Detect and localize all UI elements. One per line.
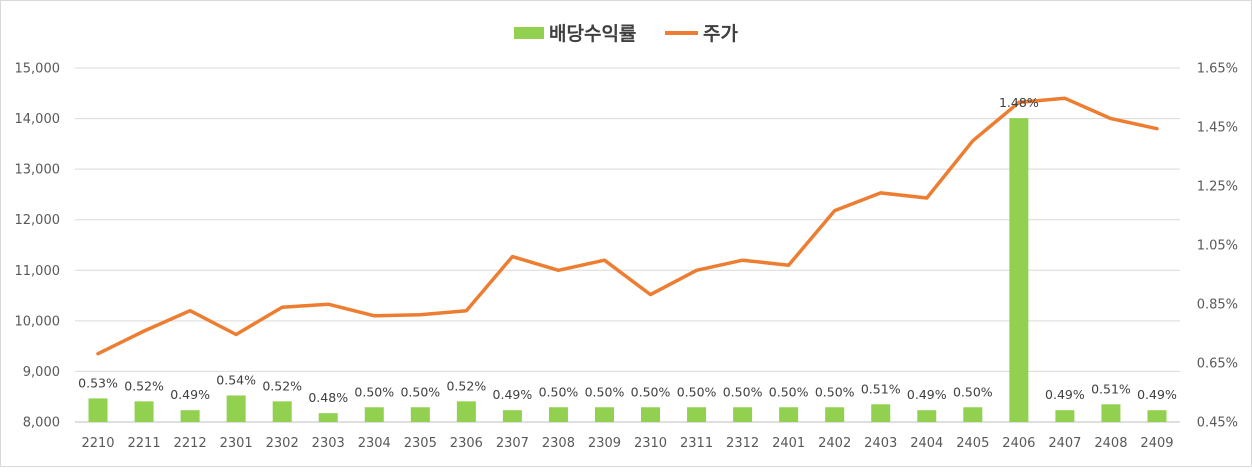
x-axis-category-label: 2409 bbox=[1140, 436, 1173, 451]
bar-data-label: 0.50% bbox=[723, 384, 763, 399]
bar-data-label: 0.49% bbox=[907, 387, 947, 402]
bar-data-label: 0.50% bbox=[815, 384, 855, 399]
dividend-yield-bar bbox=[411, 407, 430, 422]
dividend-yield-bar bbox=[1009, 118, 1028, 422]
dividend-yield-bar bbox=[181, 410, 200, 422]
right-axis-tick-label: 0.45% bbox=[1197, 416, 1238, 431]
bar-data-label: 0.52% bbox=[446, 378, 486, 393]
bar-data-label: 0.52% bbox=[124, 378, 164, 393]
right-axis-tick-label: 1.65% bbox=[1197, 62, 1238, 77]
x-axis-category-label: 2302 bbox=[266, 436, 299, 451]
dividend-yield-bar bbox=[319, 413, 338, 422]
dividend-yield-bar bbox=[1147, 410, 1166, 422]
x-axis-category-label: 2403 bbox=[864, 436, 897, 451]
dividend-yield-bar bbox=[1055, 410, 1074, 422]
x-axis-category-label: 2307 bbox=[496, 436, 529, 451]
bar-data-label: 0.50% bbox=[677, 384, 717, 399]
dividend-yield-bar bbox=[227, 395, 246, 422]
bar-data-label: 0.48% bbox=[308, 390, 348, 405]
dividend-yield-bar bbox=[549, 407, 568, 422]
dividend-yield-bar bbox=[687, 407, 706, 422]
dividend-yield-bar bbox=[733, 407, 752, 422]
bar-data-label: 0.50% bbox=[354, 384, 394, 399]
x-axis-category-label: 2406 bbox=[1002, 436, 1035, 451]
dividend-yield-bar bbox=[365, 407, 384, 422]
left-axis-tick-label: 10,000 bbox=[15, 314, 61, 329]
dividend-yield-bar bbox=[963, 407, 982, 422]
bar-data-label: 0.50% bbox=[769, 384, 809, 399]
bar-data-label: 0.49% bbox=[1045, 387, 1085, 402]
left-axis-tick-label: 9,000 bbox=[23, 365, 60, 380]
bar-data-label: 0.54% bbox=[216, 372, 256, 387]
dividend-yield-bar bbox=[457, 401, 476, 422]
dividend-yield-bar bbox=[273, 401, 292, 422]
x-axis-category-label: 2304 bbox=[358, 436, 391, 451]
bar-data-label: 1.48% bbox=[999, 95, 1039, 110]
left-axis-tick-label: 13,000 bbox=[15, 163, 61, 178]
left-axis-tick-label: 15,000 bbox=[15, 62, 61, 77]
x-axis-category-label: 2305 bbox=[404, 436, 437, 451]
bar-data-label: 0.49% bbox=[493, 387, 533, 402]
x-axis-category-label: 2407 bbox=[1048, 436, 1081, 451]
bar-data-label: 0.49% bbox=[1137, 387, 1177, 402]
legend-label-dividend-yield: 배당수익률 bbox=[549, 23, 636, 45]
right-axis-tick-label: 1.25% bbox=[1197, 180, 1238, 195]
dividend-yield-bar bbox=[135, 401, 154, 422]
bar-data-label: 0.53% bbox=[78, 375, 118, 390]
left-axis-tick-label: 11,000 bbox=[15, 264, 61, 279]
bar-data-label: 0.50% bbox=[539, 384, 579, 399]
x-axis-category-label: 2212 bbox=[174, 436, 207, 451]
bar-data-label: 0.50% bbox=[400, 384, 440, 399]
dividend-yield-bar bbox=[641, 407, 660, 422]
dividend-yield-bar bbox=[503, 410, 522, 422]
x-axis-category-label: 2308 bbox=[542, 436, 575, 451]
legend-swatch-bar bbox=[514, 27, 544, 39]
right-axis-tick-label: 0.65% bbox=[1197, 357, 1238, 372]
right-axis-tick-label: 1.05% bbox=[1197, 239, 1238, 254]
x-axis-category-label: 2312 bbox=[726, 436, 759, 451]
dividend-yield-bar bbox=[917, 410, 936, 422]
bar-data-label: 0.52% bbox=[262, 378, 302, 393]
legend-label-stock-price: 주가 bbox=[703, 23, 738, 45]
dividend-yield-bar bbox=[871, 404, 890, 422]
x-axis-category-label: 2303 bbox=[312, 436, 345, 451]
x-axis-category-label: 2306 bbox=[450, 436, 483, 451]
x-axis-category-label: 2310 bbox=[634, 436, 667, 451]
x-axis-category-label: 2211 bbox=[128, 436, 161, 451]
dividend-yield-bar bbox=[595, 407, 614, 422]
dividend-yield-bar bbox=[779, 407, 798, 422]
left-axis-tick-label: 8,000 bbox=[23, 416, 60, 431]
x-axis-category-label: 2402 bbox=[818, 436, 851, 451]
x-axis-category-label: 2311 bbox=[680, 436, 713, 451]
x-axis-category-label: 2301 bbox=[220, 436, 253, 451]
x-axis-category-label: 2309 bbox=[588, 436, 621, 451]
bar-data-label: 0.49% bbox=[170, 387, 210, 402]
left-axis-tick-label: 14,000 bbox=[15, 112, 61, 127]
x-axis-category-label: 2210 bbox=[81, 436, 114, 451]
bar-data-label: 0.50% bbox=[953, 384, 993, 399]
x-axis-category-label: 2405 bbox=[956, 436, 989, 451]
x-axis-category-label: 2401 bbox=[772, 436, 805, 451]
dividend-yield-bar bbox=[825, 407, 844, 422]
x-axis-category-label: 2408 bbox=[1094, 436, 1127, 451]
bar-data-label: 0.51% bbox=[1091, 381, 1131, 396]
right-axis-tick-label: 0.85% bbox=[1197, 298, 1238, 313]
dividend-yield-bar bbox=[1101, 404, 1120, 422]
left-axis-tick-label: 12,000 bbox=[15, 213, 61, 228]
x-axis-category-label: 2404 bbox=[910, 436, 943, 451]
right-axis-tick-label: 1.45% bbox=[1197, 121, 1238, 136]
bar-data-label: 0.50% bbox=[585, 384, 625, 399]
dividend-yield-bar bbox=[89, 398, 108, 422]
bar-data-label: 0.51% bbox=[861, 381, 901, 396]
bar-data-label: 0.50% bbox=[631, 384, 671, 399]
